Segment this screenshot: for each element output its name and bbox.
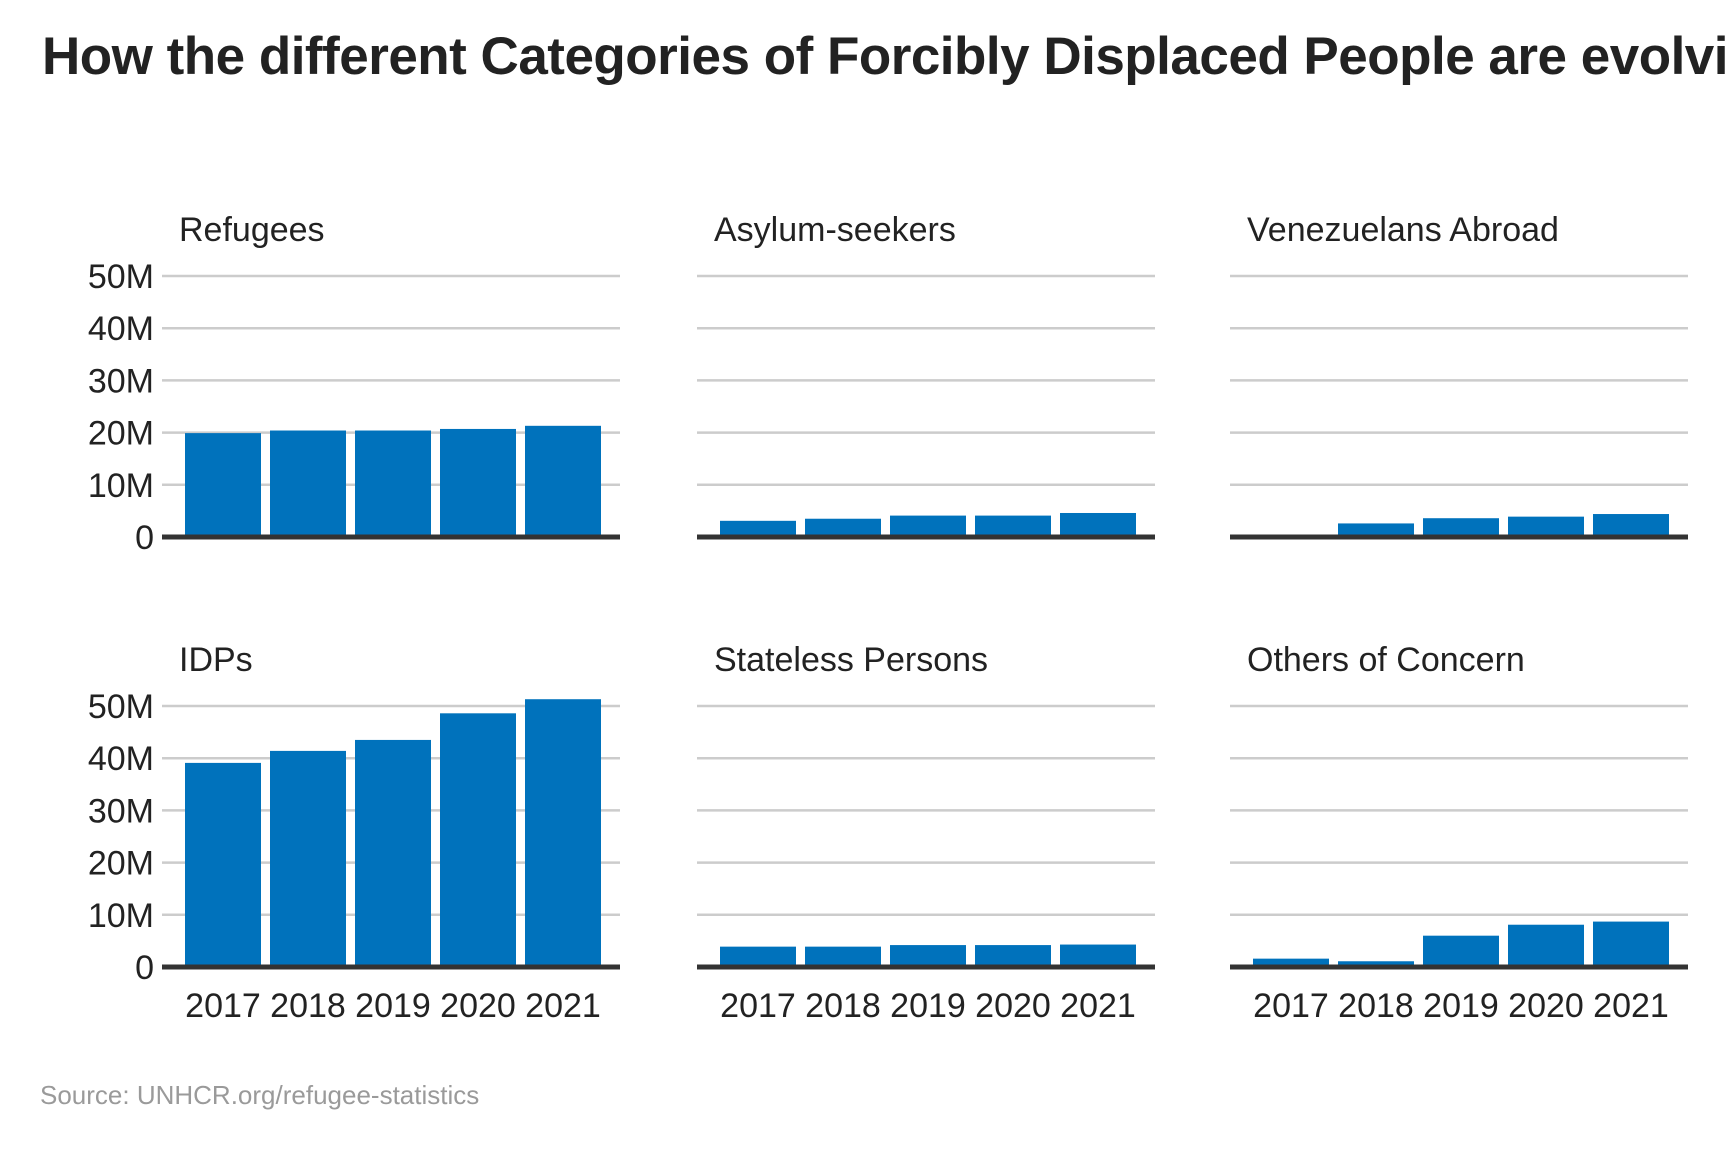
panel-title: Others of Concern [1247, 641, 1525, 679]
y-tick-label: 20M [88, 415, 154, 453]
y-tick-label: 0 [135, 519, 154, 557]
y-tick-label: 10M [88, 897, 154, 935]
bar-2020 [975, 515, 1051, 537]
x-tick-label: 2020 [975, 987, 1051, 1025]
bar-2021 [1060, 944, 1136, 967]
bar-2017 [1253, 958, 1329, 967]
bar-2020 [1508, 924, 1584, 967]
y-tick-label: 50M [88, 258, 154, 296]
bar-2020 [440, 428, 516, 537]
panel-title: IDPs [179, 641, 253, 679]
bar-2018 [805, 946, 881, 967]
panel-title: Venezuelans Abroad [1247, 211, 1559, 249]
source-note: Source: UNHCR.org/refugee-statistics [40, 1080, 480, 1110]
bar-2018 [805, 518, 881, 537]
bar-2017 [185, 762, 261, 967]
panel-idps: IDPs 0 10M 20M 30M 40M 50M 2017 2018 2019 2020 2021 [88, 641, 620, 1025]
bar-2021 [1593, 921, 1669, 967]
bar-2018 [1338, 523, 1414, 537]
x-tick-label: 2019 [355, 987, 431, 1025]
x-tick-label: 2020 [440, 987, 516, 1025]
x-tick-label: 2021 [525, 987, 601, 1025]
panel-title: Asylum-seekers [714, 211, 956, 249]
bar-2017 [185, 433, 261, 537]
x-tick-label: 2021 [1060, 987, 1136, 1025]
y-tick-label: 40M [88, 310, 154, 348]
x-tick-label: 2018 [805, 987, 881, 1025]
bar-2020 [440, 713, 516, 967]
x-tick-label: 2017 [720, 987, 796, 1025]
bar-2019 [355, 430, 431, 537]
panel-asylum-seekers: Asylum-seekers [697, 211, 1155, 540]
bar-2021 [1593, 514, 1669, 537]
bar-2017 [720, 520, 796, 537]
panel-stateless-persons: Stateless Persons 2017 2018 2019 2020 2021 [697, 641, 1155, 1025]
x-tick-label: 2019 [1423, 987, 1499, 1025]
x-tick-label: 2017 [1253, 987, 1329, 1025]
y-tick-label: 30M [88, 792, 154, 830]
x-tick-label: 2017 [185, 987, 261, 1025]
bar-2018 [270, 750, 346, 967]
bar-2018 [1338, 961, 1414, 967]
bar-2020 [1508, 516, 1584, 537]
x-tick-label: 2020 [1508, 987, 1584, 1025]
panel-others-of-concern: Others of Concern 2017 2018 2019 2020 2021 [1230, 641, 1688, 1025]
y-tick-label: 30M [88, 362, 154, 400]
bar-2019 [890, 515, 966, 537]
panel-venezuelans-abroad: Venezuelans Abroad [1230, 211, 1688, 540]
x-tick-label: 2018 [270, 987, 346, 1025]
bar-2017 [720, 946, 796, 967]
bar-2019 [890, 945, 966, 967]
bar-2021 [1060, 512, 1136, 537]
panel-title: Stateless Persons [714, 641, 988, 679]
bar-2019 [1423, 935, 1499, 967]
bar-2020 [975, 945, 1051, 967]
y-tick-label: 40M [88, 740, 154, 778]
panel-refugees: Refugees 0 10M 20M 30M 40M 50M [88, 211, 620, 557]
panel-title: Refugees [179, 211, 325, 249]
x-tick-label: 2021 [1593, 987, 1669, 1025]
chart-title: How the different Categories of Forcibly… [42, 27, 1728, 86]
bar-2019 [355, 739, 431, 967]
y-tick-label: 50M [88, 688, 154, 726]
x-tick-label: 2018 [1338, 987, 1414, 1025]
bar-2021 [525, 699, 601, 967]
bar-2019 [1423, 518, 1499, 537]
y-tick-label: 10M [88, 467, 154, 505]
bar-2021 [525, 425, 601, 537]
y-tick-label: 0 [135, 949, 154, 987]
x-tick-label: 2019 [890, 987, 966, 1025]
y-tick-label: 20M [88, 845, 154, 883]
bar-2018 [270, 430, 346, 537]
